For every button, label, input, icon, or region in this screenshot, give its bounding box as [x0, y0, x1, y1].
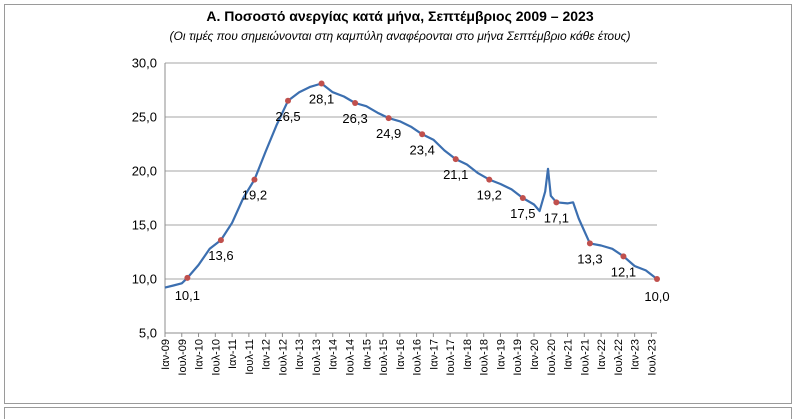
x-tick-label: Ιαν-17 — [428, 339, 440, 370]
data-label: 17,1 — [544, 210, 569, 225]
chart-subtitle: (Οι τιμές που σημειώνονται στη καμπύλη α… — [169, 29, 631, 43]
data-label: 19,2 — [242, 188, 267, 203]
y-tick-label: 30,0 — [132, 56, 157, 71]
y-tick-label: 5,0 — [139, 326, 157, 341]
data-label: 17,5 — [510, 206, 535, 221]
x-tick-label: Ιαν-19 — [495, 339, 507, 370]
september-marker — [419, 131, 426, 138]
x-tick-label: Ιουλ-19 — [512, 339, 524, 376]
data-label: 10,0 — [644, 289, 669, 304]
x-tick-label: Ιαν-21 — [563, 339, 575, 370]
series-line — [164, 82, 658, 289]
y-tick-label: 15,0 — [132, 218, 157, 233]
x-tick-label: Ιουλ-09 — [177, 339, 189, 376]
y-tick-label: 20,0 — [132, 164, 157, 179]
september-marker — [452, 156, 459, 163]
grid-lines — [164, 62, 657, 334]
x-tick-label: Ιουλ-16 — [412, 339, 424, 376]
x-tick-label: Ιουλ-12 — [277, 339, 289, 376]
x-tick-label: Ιουλ-14 — [345, 339, 357, 376]
y-axis-ticks: 5,0 10,0 15,0 20,0 25,0 30,0 — [132, 56, 157, 341]
series-line-path — [164, 82, 658, 289]
x-tick-label: Ιουλ-22 — [613, 339, 625, 376]
data-label: 28,1 — [309, 92, 334, 107]
x-tick-label: Ιουλ-11 — [244, 339, 256, 375]
september-marker — [385, 115, 392, 122]
september-markers — [184, 80, 660, 282]
x-tick-label: Ιαν-20 — [529, 339, 541, 370]
september-marker — [553, 199, 560, 206]
x-tick-label: Ιαν-11 — [227, 339, 239, 369]
data-labels: 10,1 13,6 19,2 26,5 28,1 26,3 24,9 23,4 21,1 19,2… — [175, 92, 670, 304]
x-axis: Ιαν-09 Ιουλ-09 Ιαν-10 Ιουλ-10 Ιαν-11 Ιουλ-11 Ι… — [160, 333, 658, 376]
x-tick-label: Ιαν-18 — [462, 339, 474, 370]
data-label: 13,6 — [208, 248, 233, 263]
x-tick-label: Ιαν-14 — [328, 339, 340, 370]
september-marker — [620, 253, 627, 260]
x-tick-label: Ιουλ-20 — [546, 339, 558, 376]
x-tick-label: Ιουλ-13 — [311, 339, 323, 376]
y-tick-label: 10,0 — [132, 272, 157, 287]
september-marker — [217, 237, 224, 244]
september-marker — [184, 274, 191, 281]
september-marker — [654, 276, 660, 282]
data-label: 10,1 — [175, 288, 200, 303]
x-tick-label: Ιουλ-23 — [646, 339, 658, 376]
september-marker — [352, 99, 359, 106]
september-marker — [251, 176, 258, 183]
data-label: 23,4 — [410, 142, 435, 157]
bottom-rule — [4, 407, 792, 419]
data-label: 13,3 — [577, 251, 602, 266]
chart-title: Α. Ποσοστό ανεργίας κατά μήνα, Σεπτέμβρι… — [206, 8, 594, 24]
september-marker — [285, 97, 291, 104]
x-tick-label: Ιαν-22 — [596, 339, 608, 370]
x-tick-label: Ιουλ-18 — [479, 339, 491, 376]
x-tick-label: Ιουλ-10 — [210, 339, 222, 376]
y-tick-label: 25,0 — [132, 110, 157, 125]
september-marker — [519, 195, 526, 201]
x-tick-label: Ιαν-10 — [194, 339, 206, 370]
x-tick-label: Ιαν-12 — [261, 339, 273, 370]
september-marker — [486, 176, 493, 183]
x-tick-label: Ιαν-16 — [395, 339, 407, 370]
chart-frame — [4, 4, 792, 404]
data-label: 26,5 — [275, 109, 300, 124]
x-tick-label: Ιαν-23 — [630, 339, 642, 370]
september-marker — [318, 80, 325, 87]
data-label: 19,2 — [477, 188, 502, 203]
data-label: 21,1 — [443, 167, 468, 182]
september-marker — [586, 240, 593, 247]
x-tick-label: Ιαν-13 — [294, 339, 306, 370]
x-tick-label: Ιουλ-15 — [378, 339, 390, 376]
data-label: 24,9 — [376, 126, 401, 141]
x-tick-label: Ιουλ-17 — [445, 339, 457, 376]
data-label: 26,3 — [342, 111, 367, 126]
x-tick-label: Ιαν-15 — [361, 339, 373, 370]
data-label: 12,1 — [611, 264, 636, 279]
x-tick-label: Ιαν-09 — [160, 339, 172, 370]
x-tick-label: Ιουλ-21 — [579, 339, 591, 376]
